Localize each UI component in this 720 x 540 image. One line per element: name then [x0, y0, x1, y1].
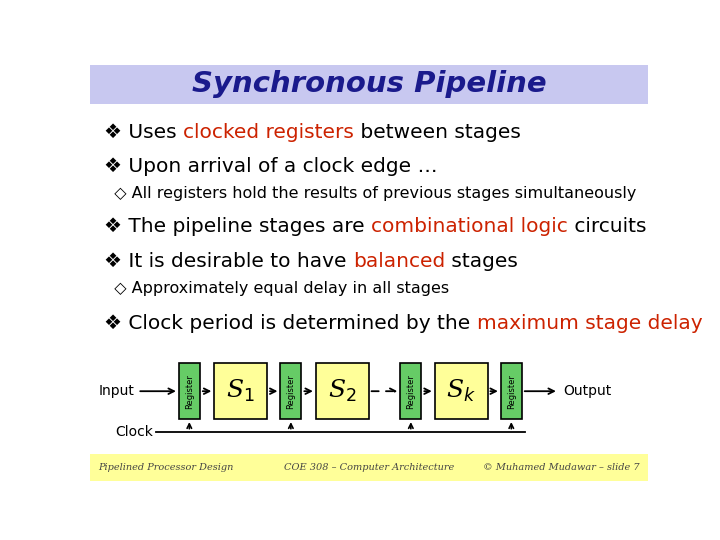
Text: S$_{2}$: S$_{2}$: [328, 378, 356, 404]
Text: Register: Register: [185, 374, 194, 409]
Text: Register: Register: [287, 374, 295, 409]
Text: ◇ All registers hold the results of previous stages simultaneously: ◇ All registers hold the results of prev…: [104, 186, 636, 201]
Bar: [400, 363, 421, 419]
Bar: [90, 65, 648, 104]
Text: Synchronous Pipeline: Synchronous Pipeline: [192, 70, 546, 98]
Text: between stages: between stages: [354, 123, 521, 141]
Bar: [214, 363, 267, 419]
Bar: [315, 363, 369, 419]
Text: maximum stage delay: maximum stage delay: [477, 314, 702, 333]
Text: Register: Register: [507, 374, 516, 409]
Text: ❖ Uses: ❖ Uses: [104, 123, 183, 141]
Bar: [435, 363, 487, 419]
Text: combinational logic: combinational logic: [371, 218, 567, 237]
Text: balanced: balanced: [353, 252, 445, 271]
Text: circuits: circuits: [567, 218, 647, 237]
Bar: [500, 363, 522, 419]
Text: clocked registers: clocked registers: [183, 123, 354, 141]
Text: ❖ Upon arrival of a clock edge …: ❖ Upon arrival of a clock edge …: [104, 157, 438, 176]
Text: Register: Register: [406, 374, 415, 409]
Text: © Muhamed Mudawar – slide 7: © Muhamed Mudawar – slide 7: [483, 463, 639, 472]
Text: Output: Output: [563, 384, 611, 398]
Bar: [280, 363, 302, 419]
Text: ❖ Clock period is determined by the: ❖ Clock period is determined by the: [104, 314, 477, 333]
Text: Input: Input: [99, 384, 135, 398]
Text: ❖ It is desirable to have: ❖ It is desirable to have: [104, 252, 353, 271]
Text: COE 308 – Computer Architecture: COE 308 – Computer Architecture: [284, 463, 454, 472]
Text: S$_{1}$: S$_{1}$: [226, 378, 255, 404]
Text: Pipelined Processor Design: Pipelined Processor Design: [99, 463, 234, 472]
Text: Clock: Clock: [115, 424, 153, 438]
Text: S$_{k}$: S$_{k}$: [446, 378, 476, 404]
Text: ◇ Approximately equal delay in all stages: ◇ Approximately equal delay in all stage…: [104, 281, 449, 296]
Text: stages: stages: [445, 252, 518, 271]
Bar: [179, 363, 200, 419]
Bar: [90, 454, 648, 481]
Text: ❖ The pipeline stages are: ❖ The pipeline stages are: [104, 218, 371, 237]
